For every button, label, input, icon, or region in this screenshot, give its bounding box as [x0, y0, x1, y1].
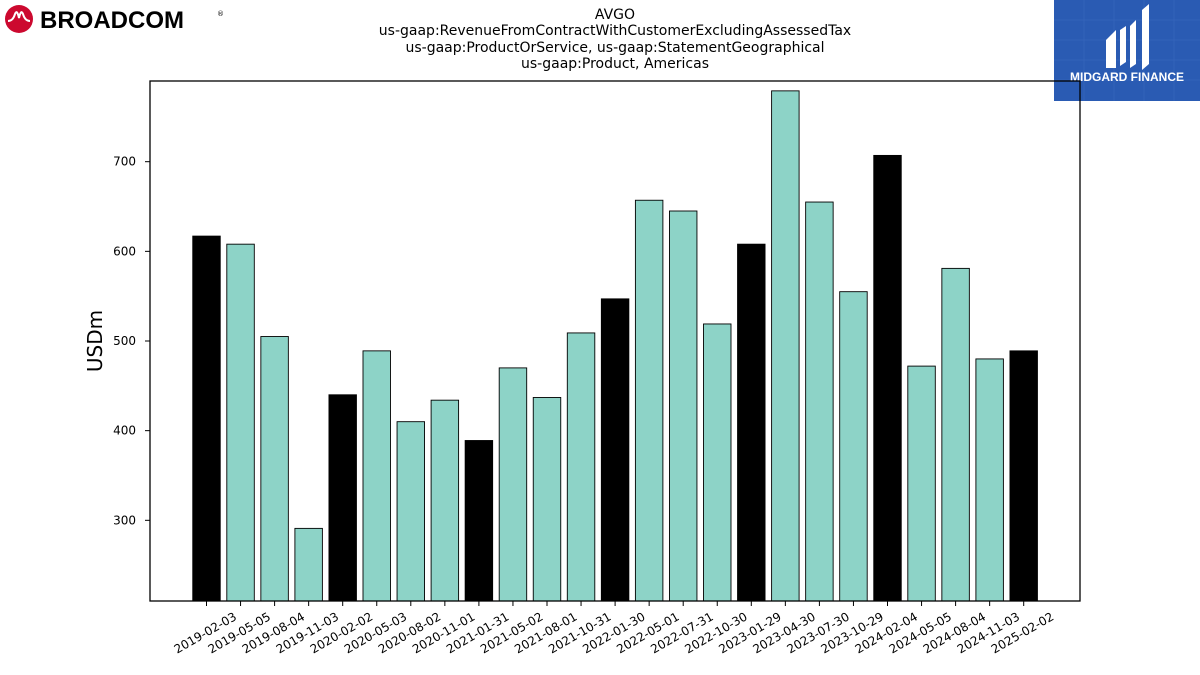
- bar-2024-08-04: [941, 267, 970, 602]
- bar-2021-01-31: [464, 440, 494, 602]
- chart-subtitle-concept: us-gaap:RevenueFromContractWithCustomerE…: [378, 23, 852, 40]
- y-tick-label: 700: [113, 155, 136, 169]
- bar-2019-05-05: [226, 243, 255, 602]
- bar-2025-02-02: [1009, 350, 1038, 602]
- bar-2022-01-30: [600, 298, 630, 602]
- bars-group: [192, 90, 1038, 602]
- chart-subtitle-axes: us-gaap:ProductOrService, us-gaap:Statem…: [405, 39, 825, 56]
- y-axis-label: USDm: [83, 310, 107, 372]
- bar-2022-10-30: [703, 323, 732, 602]
- bar-2024-11-03: [975, 358, 1004, 602]
- chart-subtitle-members: us-gaap:Product, Americas: [521, 55, 709, 72]
- midgard-logo-text: MIDGARD FINANCE: [1070, 70, 1184, 84]
- midgard-finance-logo: MIDGARD FINANCE: [1054, 0, 1200, 101]
- bar-2019-11-03: [294, 527, 323, 602]
- bar-2023-01-29: [737, 243, 766, 602]
- bar-2022-07-31: [669, 210, 698, 602]
- broadcom-logo: BROADCOM ®: [5, 5, 224, 34]
- bar-2021-08-01: [532, 397, 562, 602]
- bar-2019-02-03: [192, 235, 221, 602]
- broadcom-logo-registered: ®: [217, 10, 224, 18]
- bar-2022-05-01: [634, 199, 664, 602]
- y-tick-label: 600: [113, 244, 136, 258]
- bar-2023-04-30: [771, 90, 800, 602]
- bar-2020-11-01: [430, 399, 460, 602]
- bar-2021-05-02: [498, 367, 528, 602]
- y-axis: 300 400 500 600 700: [113, 155, 150, 527]
- chart-title: AVGO: [594, 7, 636, 23]
- bar-2019-08-04: [260, 336, 289, 602]
- bar-2020-08-02: [396, 421, 425, 602]
- bar-2021-10-31: [566, 332, 596, 602]
- bar-2024-02-04: [873, 154, 902, 602]
- broadcom-logo-text: BROADCOM: [40, 7, 184, 34]
- x-axis: 2019-02-032019-05-052019-08-042019-11-03…: [172, 601, 1056, 656]
- bar-2020-05-03: [362, 350, 391, 602]
- bar-2023-07-30: [805, 201, 834, 602]
- y-tick-label: 500: [113, 334, 136, 348]
- bar-2024-05-05: [907, 365, 936, 602]
- midgard-logo-mark: [1106, 4, 1149, 70]
- bar-2020-02-02: [328, 394, 357, 602]
- chart-title-block: AVGO us-gaap:RevenueFromContractWithCust…: [150, 7, 1080, 72]
- y-tick-label: 300: [113, 513, 136, 527]
- bar-2023-10-29: [839, 291, 868, 602]
- y-tick-label: 400: [113, 424, 136, 438]
- broadcom-logo-mark: [5, 5, 33, 33]
